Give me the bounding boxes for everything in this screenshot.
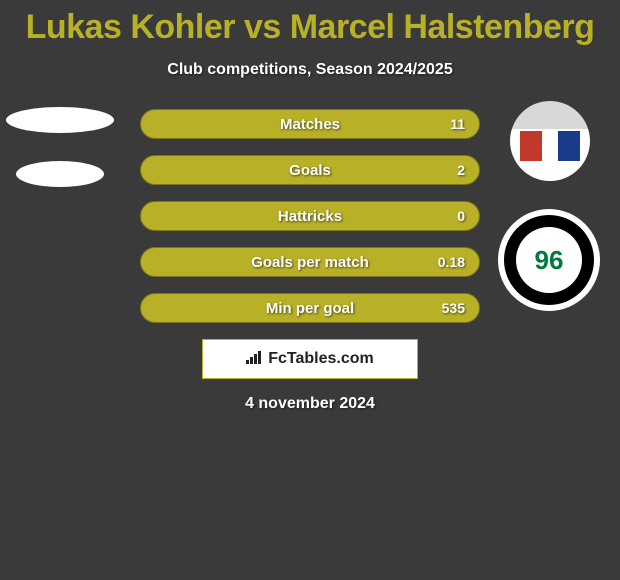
club-badge: 96 — [498, 209, 600, 311]
subtitle: Club competitions, Season 2024/2025 — [0, 61, 620, 79]
jersey-logo-icon — [520, 131, 580, 161]
stat-label: Min per goal — [266, 300, 354, 317]
stat-value: 0.18 — [438, 254, 465, 270]
club-badge-text: 96 — [516, 227, 582, 293]
stat-label: Goals — [289, 162, 331, 179]
stat-label: Goals per match — [251, 254, 369, 271]
date-text: 4 november 2024 — [0, 395, 620, 413]
stat-row: Min per goal 535 — [140, 293, 480, 323]
stat-label: Matches — [280, 116, 340, 133]
stat-value: 0 — [457, 208, 465, 224]
left-player-placeholder — [6, 101, 114, 187]
brand-box[interactable]: FcTables.com — [202, 339, 418, 379]
stat-value: 11 — [450, 116, 465, 132]
avatar-placeholder-1 — [6, 107, 114, 133]
stat-row: Goals 2 — [140, 155, 480, 185]
stats-bars: Matches 11 Goals 2 Hattricks 0 Goals per… — [140, 101, 480, 323]
brand-text: FcTables.com — [268, 350, 374, 368]
avatar-inner — [510, 101, 590, 181]
stat-row: Hattricks 0 — [140, 201, 480, 231]
right-player-avatar — [510, 101, 590, 181]
club-badge-outer: 96 — [504, 215, 594, 305]
stat-value: 2 — [457, 162, 465, 178]
stat-row: Matches 11 — [140, 109, 480, 139]
stat-row: Goals per match 0.18 — [140, 247, 480, 277]
stat-label: Hattricks — [278, 208, 342, 225]
avatar-placeholder-2 — [16, 161, 104, 187]
page-title: Lukas Kohler vs Marcel Halstenberg — [0, 0, 620, 47]
stat-value: 535 — [442, 300, 465, 316]
comparison-content: 96 Matches 11 Goals 2 Hattricks 0 Goals … — [0, 101, 620, 413]
chart-icon — [246, 350, 264, 369]
